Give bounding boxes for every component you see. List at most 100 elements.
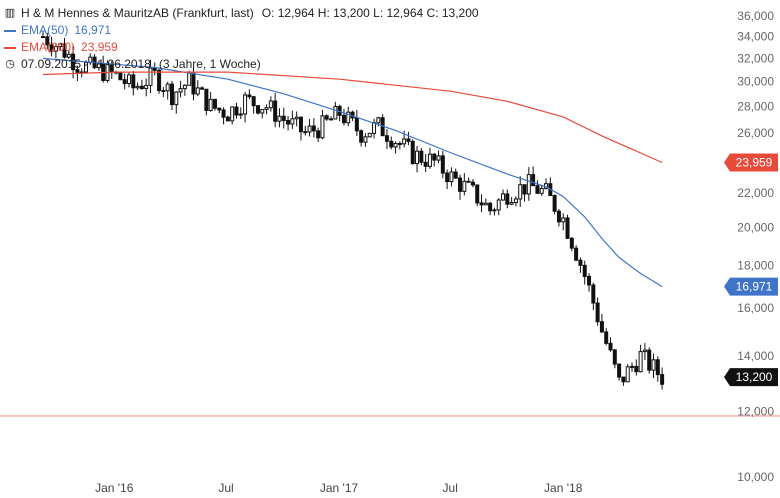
legend-ema50-row[interactable]: EMA(50) 16,971 [4, 22, 479, 39]
candle [161, 87, 166, 98]
candle [608, 337, 613, 352]
candle-body [324, 115, 329, 120]
candle-body [479, 202, 484, 206]
candle-body [535, 185, 540, 194]
candle-body [298, 116, 303, 133]
candle-body [625, 366, 630, 383]
legend-title-row: ▥ H & M Hennes & MauritzAB (Frankfurt, l… [4, 5, 479, 22]
candle-body [260, 108, 265, 114]
candle-body [608, 342, 613, 351]
candle [595, 297, 600, 326]
candle [488, 201, 493, 216]
candle-body [161, 90, 166, 93]
candle-body [423, 161, 428, 167]
candle-body [647, 349, 652, 371]
candle [453, 168, 458, 179]
candle [651, 353, 656, 379]
legend-ema200-row[interactable]: EMA(200) 23,959 [4, 39, 479, 56]
candle [264, 104, 269, 115]
candle [273, 93, 278, 128]
candle [277, 108, 282, 128]
candle [625, 363, 630, 383]
candle [466, 177, 471, 183]
candle-body [513, 198, 518, 203]
candle-body [591, 284, 596, 304]
candle [612, 348, 617, 369]
candle-body [630, 365, 635, 368]
candle-body [372, 122, 377, 134]
y-tick-label: 20,000 [737, 221, 774, 235]
candle [617, 363, 622, 381]
y-tick-label: 32,000 [737, 51, 774, 65]
candle [363, 133, 368, 147]
candle [268, 96, 273, 112]
candle [212, 98, 217, 111]
candle [470, 179, 475, 188]
candle [479, 194, 484, 213]
candle [372, 118, 377, 139]
chart-legend: ▥ H & M Hennes & MauritzAB (Frankfurt, l… [4, 5, 479, 73]
candle-body [346, 111, 351, 124]
close-value-tag-label: 13,200 [736, 370, 773, 384]
candle [195, 80, 200, 97]
candle-body [62, 43, 67, 58]
candle-body [561, 217, 566, 223]
x-axis: Jan '16 Jul Jan '17 Jul Jan '18 [95, 481, 583, 495]
candle-body [178, 88, 183, 93]
candle-body [389, 140, 394, 148]
candle-body [436, 155, 441, 161]
ema200-value-tag: 23,959 [724, 153, 778, 172]
candle [316, 127, 321, 143]
ema50-line [42, 57, 663, 288]
instrument-title: H & M Hennes & MauritzAB (Frankfurt, las… [21, 6, 254, 20]
candle [419, 148, 424, 166]
candle-body [195, 87, 200, 95]
candle-body [526, 174, 531, 195]
candle [307, 119, 312, 137]
candle [427, 147, 432, 169]
x-tick-label: Jul [443, 481, 458, 495]
ema200-label: EMA(200) [21, 40, 76, 54]
ema50-label: EMA(50) [21, 23, 69, 37]
candle-body [587, 275, 592, 286]
candle [247, 89, 252, 100]
candle-body [316, 130, 321, 139]
candle [552, 194, 557, 215]
candle [303, 125, 308, 136]
candle-body [234, 106, 239, 116]
candle-body [83, 62, 88, 73]
candle-body [251, 96, 256, 107]
candle-body [135, 85, 140, 89]
candle-body [131, 74, 136, 89]
candle [621, 376, 626, 386]
candle [174, 91, 179, 114]
candle [286, 115, 291, 131]
candle-body [225, 116, 230, 122]
x-tick-label: Jul [218, 481, 233, 495]
candle [217, 107, 222, 114]
candle-body [75, 69, 80, 73]
candle-series [40, 31, 665, 390]
candle-body [329, 118, 334, 121]
candle-body [354, 117, 359, 132]
y-tick-label: 22,000 [737, 186, 774, 200]
candle [587, 273, 592, 292]
candle [410, 139, 415, 165]
candle [45, 32, 50, 50]
y-tick-label: 34,000 [737, 30, 774, 44]
candle-body [71, 53, 76, 71]
candle-body [303, 131, 308, 134]
candle [131, 71, 136, 96]
candle-body [393, 142, 398, 148]
candle [40, 31, 45, 39]
candle-body [488, 202, 493, 212]
y-tick-label: 30,000 [737, 75, 774, 89]
candle [415, 145, 420, 173]
candle [492, 207, 497, 216]
candle-body [634, 365, 639, 373]
candle [518, 176, 523, 207]
candle-body [440, 155, 445, 174]
candle-body [118, 71, 123, 81]
candle-body [617, 363, 622, 378]
